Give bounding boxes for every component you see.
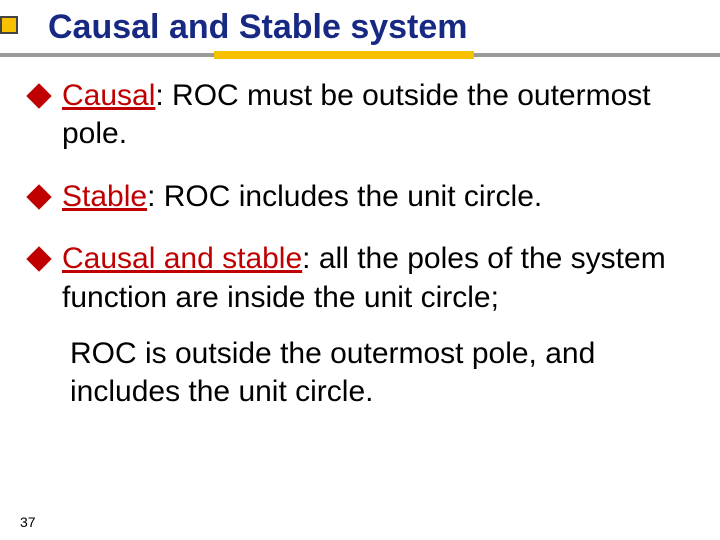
decorative-corner-box bbox=[0, 16, 18, 34]
bullet-lead: Stable bbox=[62, 180, 147, 213]
diamond-bullet-icon bbox=[26, 184, 51, 209]
diamond-bullet-icon bbox=[26, 83, 51, 108]
title-underline bbox=[0, 51, 720, 59]
bullet-lead: Causal and stable bbox=[62, 242, 302, 275]
bullet-item: Causal and stable: all the poles of the … bbox=[28, 240, 690, 317]
bullet-text: Causal: ROC must be outside the outermos… bbox=[62, 77, 690, 154]
bullet-item: Stable: ROC includes the unit circle. bbox=[28, 178, 690, 216]
page-number: 37 bbox=[20, 514, 36, 530]
bullet-text: Causal and stable: all the poles of the … bbox=[62, 240, 690, 317]
slide-title: Causal and Stable system bbox=[48, 8, 720, 47]
title-region: Causal and Stable system bbox=[0, 0, 720, 47]
bullet-lead: Causal bbox=[62, 79, 155, 112]
bullet-text: Stable: ROC includes the unit circle. bbox=[62, 178, 542, 216]
bullet-rest: : ROC includes the unit circle. bbox=[147, 180, 542, 213]
continuation-text: ROC is outside the outermost pole, and i… bbox=[28, 335, 690, 412]
bullet-item: Causal: ROC must be outside the outermos… bbox=[28, 77, 690, 154]
underline-yellow bbox=[214, 51, 474, 59]
content-region: Causal: ROC must be outside the outermos… bbox=[0, 59, 720, 412]
diamond-bullet-icon bbox=[26, 246, 51, 271]
